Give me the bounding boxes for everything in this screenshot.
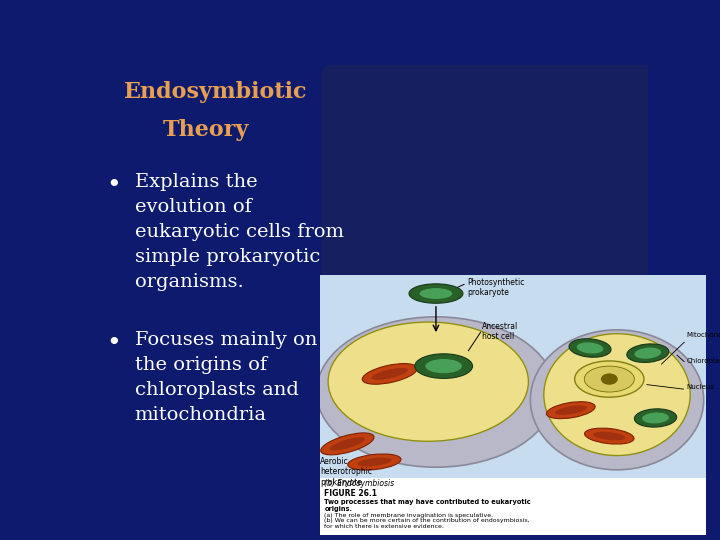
Text: (b) Endosymbiosis: (b) Endosymbiosis	[324, 479, 395, 488]
Ellipse shape	[634, 409, 677, 427]
Ellipse shape	[362, 363, 417, 384]
Ellipse shape	[426, 359, 462, 373]
Ellipse shape	[531, 330, 703, 470]
Ellipse shape	[320, 433, 374, 455]
Text: Two processes that may have contributed to eukaryotic
origins.: Two processes that may have contributed …	[324, 499, 531, 512]
Text: Photosynthetic
prokaryote: Photosynthetic prokaryote	[467, 278, 524, 298]
Ellipse shape	[330, 437, 365, 450]
Text: Chloroplast: Chloroplast	[686, 359, 720, 364]
Text: •: •	[107, 173, 122, 197]
Text: (a) The role of membrane invagination is speculative.
(b) We can be more certain: (a) The role of membrane invagination is…	[324, 512, 530, 529]
Ellipse shape	[357, 458, 392, 467]
Text: Theory: Theory	[163, 119, 249, 141]
Text: Focuses mainly on
the origins of
chloroplasts and
mitochondria: Focuses mainly on the origins of chlorop…	[135, 331, 317, 424]
Ellipse shape	[575, 361, 644, 397]
Ellipse shape	[348, 454, 401, 470]
Ellipse shape	[546, 402, 595, 418]
Ellipse shape	[577, 342, 603, 354]
Ellipse shape	[415, 354, 472, 379]
FancyBboxPatch shape	[322, 63, 654, 310]
Ellipse shape	[585, 428, 634, 444]
Ellipse shape	[569, 339, 611, 357]
Ellipse shape	[584, 366, 634, 392]
FancyBboxPatch shape	[320, 275, 706, 477]
Ellipse shape	[372, 368, 408, 380]
Text: Nucleus: Nucleus	[686, 384, 714, 390]
Ellipse shape	[317, 317, 555, 467]
Ellipse shape	[593, 432, 626, 441]
Text: •: •	[107, 331, 122, 355]
Ellipse shape	[420, 288, 452, 299]
Ellipse shape	[409, 284, 463, 303]
Ellipse shape	[555, 406, 587, 415]
Ellipse shape	[544, 334, 690, 456]
Text: Ancestral
host cell: Ancestral host cell	[482, 322, 518, 341]
Text: Endosymbiotic: Endosymbiotic	[124, 82, 307, 104]
Text: FIGURE 26.1: FIGURE 26.1	[324, 489, 377, 498]
FancyBboxPatch shape	[320, 477, 706, 535]
Text: Aerobic
heterotrophic
prokaryote: Aerobic heterotrophic prokaryote	[320, 457, 372, 487]
Ellipse shape	[627, 344, 669, 362]
Text: Explains the
evolution of
eukaryotic cells from
simple prokaryotic
organisms.: Explains the evolution of eukaryotic cel…	[135, 173, 343, 291]
Ellipse shape	[642, 413, 669, 423]
Ellipse shape	[634, 348, 661, 359]
Ellipse shape	[328, 322, 528, 441]
Text: Mitochondrion: Mitochondrion	[686, 333, 720, 339]
Circle shape	[600, 373, 618, 385]
